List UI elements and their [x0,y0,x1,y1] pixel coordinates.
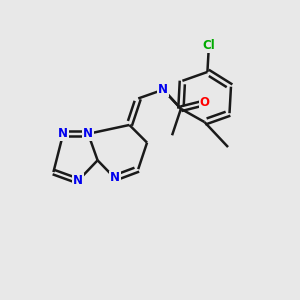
Text: Cl: Cl [202,39,215,52]
Text: N: N [58,127,68,140]
Text: O: O [200,96,209,110]
Text: N: N [158,83,168,96]
Text: N: N [73,174,83,188]
Text: N: N [83,127,93,140]
Text: N: N [110,172,120,184]
